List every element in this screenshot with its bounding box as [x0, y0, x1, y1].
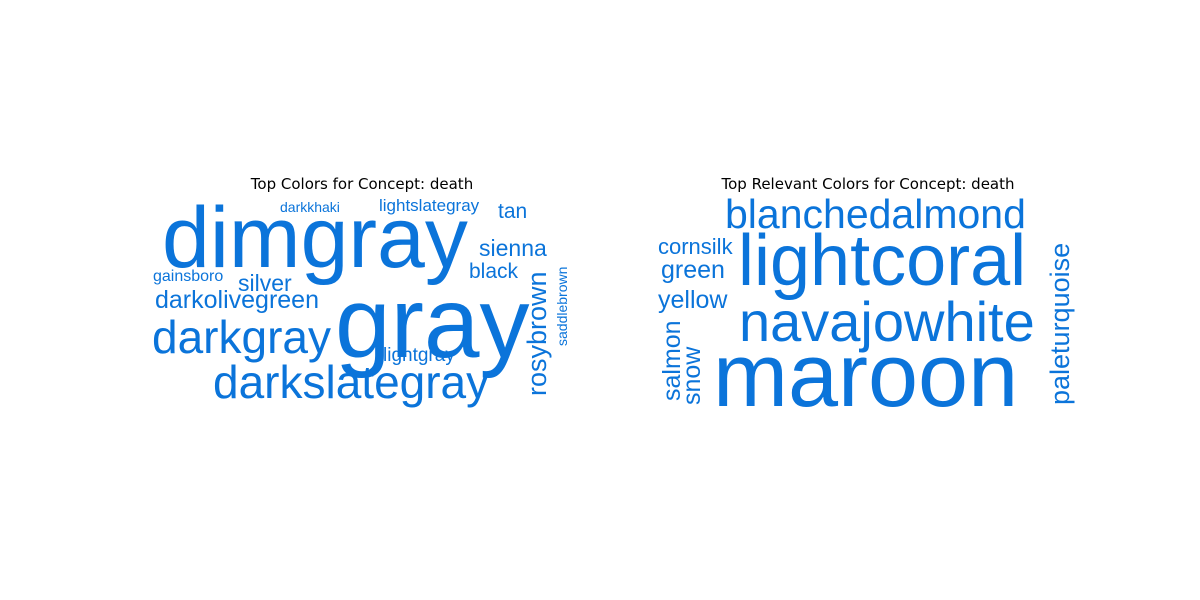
- word-black: black: [469, 260, 519, 283]
- chart-title: Top Relevant Colors for Concept: death: [721, 175, 1015, 193]
- word-silver: silver: [238, 270, 292, 296]
- word-lightcoral: lightcoral: [738, 221, 1026, 301]
- word-paleturquoise: paleturquoise: [1045, 243, 1075, 405]
- word-tan: tan: [498, 200, 527, 223]
- word-gainsboro: gainsboro: [153, 268, 223, 285]
- word-darkolivegreen: darkolivegreen: [155, 286, 319, 314]
- word-rosybrown: rosybrown: [522, 271, 552, 396]
- word-darkgray: darkgray: [152, 311, 331, 363]
- word-maroon: maroon: [713, 326, 1018, 426]
- word-lightgray: lightgray: [383, 345, 455, 366]
- wordcloud-1: dimgraygraydarkslategraydarkgraydarkoliv…: [152, 190, 570, 408]
- word-green: green: [661, 256, 725, 284]
- word-dimgray: dimgray: [162, 190, 468, 286]
- word-darkkhaki: darkkhaki: [280, 199, 340, 215]
- word-sienna: sienna: [479, 235, 547, 261]
- word-snow: snow: [678, 346, 706, 405]
- wordcloud-panel-1: Top Colors for Concept: death dimgray gra…: [152, 175, 570, 408]
- word-cornsilk: cornsilk: [658, 234, 734, 259]
- word-gray: gray: [335, 267, 530, 379]
- word-saddlebrown: saddlebrown: [554, 267, 570, 346]
- word-yellow: yellow: [658, 286, 728, 314]
- word-darkslategray: darkslategray: [213, 356, 489, 408]
- word-blanchedalmond: blanchedalmond: [725, 191, 1026, 237]
- word-lightslategray: lightslategray: [379, 196, 480, 215]
- chart-title: Top Colors for Concept: death: [250, 175, 474, 193]
- word-navajowhite: navajowhite: [739, 290, 1035, 353]
- word-salmon: salmon: [658, 320, 686, 401]
